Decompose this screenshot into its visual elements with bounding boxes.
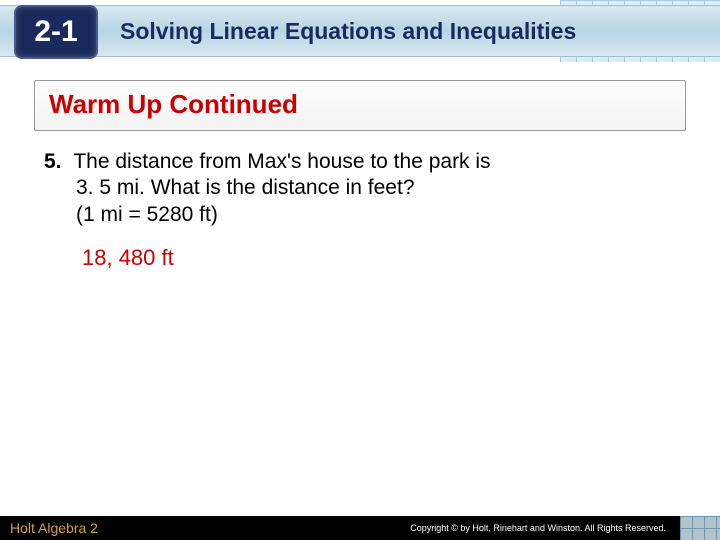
question-line2: 3. 5 mi. What is the distance in feet? <box>76 175 676 201</box>
header-bar: 2-1 Solving Linear Equations and Inequal… <box>0 5 720 57</box>
warmup-box: Warm Up Continued <box>34 80 686 131</box>
section-number-badge: 2-1 <box>14 5 98 59</box>
question-number: 5. <box>44 150 62 173</box>
footer-grid-decoration <box>680 516 720 540</box>
question-block: 5. The distance from Max's house to the … <box>44 149 676 271</box>
slide-header: 2-1 Solving Linear Equations and Inequal… <box>0 0 720 62</box>
footer-copyright: Copyright © by Holt, Rinehart and Winsto… <box>410 523 666 533</box>
answer-text: 18, 480 ft <box>82 244 676 272</box>
slide-footer: Holt Algebra 2 Copyright © by Holt, Rine… <box>0 516 720 540</box>
question-line3: (1 mi = 5280 ft) <box>76 202 676 228</box>
header-title: Solving Linear Equations and Inequalitie… <box>120 18 576 45</box>
footer-book-title: Holt Algebra 2 <box>10 520 98 536</box>
warmup-title: Warm Up Continued <box>49 89 671 120</box>
question-line1: The distance from Max's house to the par… <box>73 150 490 173</box>
